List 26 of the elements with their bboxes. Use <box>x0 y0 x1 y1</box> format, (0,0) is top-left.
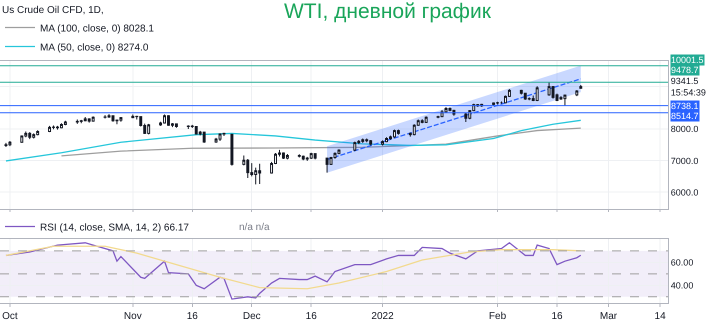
ref-line-label: 9478.7 <box>671 65 699 75</box>
x-tick-label: 2022 <box>371 311 394 322</box>
x-tick-label: Oct <box>2 311 18 322</box>
y-tick-label: 6000.0 <box>670 187 698 198</box>
y-tick-label: 7000.0 <box>670 156 698 166</box>
x-tick-label: Dec <box>242 311 261 322</box>
legend-label: MA (50, close, 0) 8274.0 <box>40 42 149 54</box>
y-tick-label: 8000.0 <box>670 124 698 134</box>
x-tick-label: Feb <box>488 311 507 322</box>
y-tick-label: 40.00 <box>670 280 694 290</box>
legend-title: Us Crude Oil CFD, 1D, <box>2 5 104 16</box>
x-tick-label: 16 <box>306 311 318 322</box>
ref-line-label: 8514.7 <box>671 111 699 121</box>
x-tick-label: 16 <box>551 311 563 322</box>
y-tick-label: 9341.5 15:54:39 <box>670 76 706 98</box>
legend-label: MA (100, close, 0) 8028.1 <box>40 23 154 34</box>
x-tick-label: 16 <box>186 311 198 322</box>
ref-line-label: 10001.5 <box>671 55 704 65</box>
x-tick-label: 14 <box>654 311 666 322</box>
y-tick-label: 60.00 <box>670 257 694 268</box>
ref-line-label: 8738.1 <box>671 101 699 111</box>
chart-title: WTI, дневной график <box>284 0 492 23</box>
text: n/a n/a <box>239 222 270 233</box>
legend-label: RSI (14, close, SMA, 14, 2) 66.17 <box>40 222 190 234</box>
x-tick-label: Mar <box>600 311 618 322</box>
x-tick-label: Nov <box>124 311 142 322</box>
